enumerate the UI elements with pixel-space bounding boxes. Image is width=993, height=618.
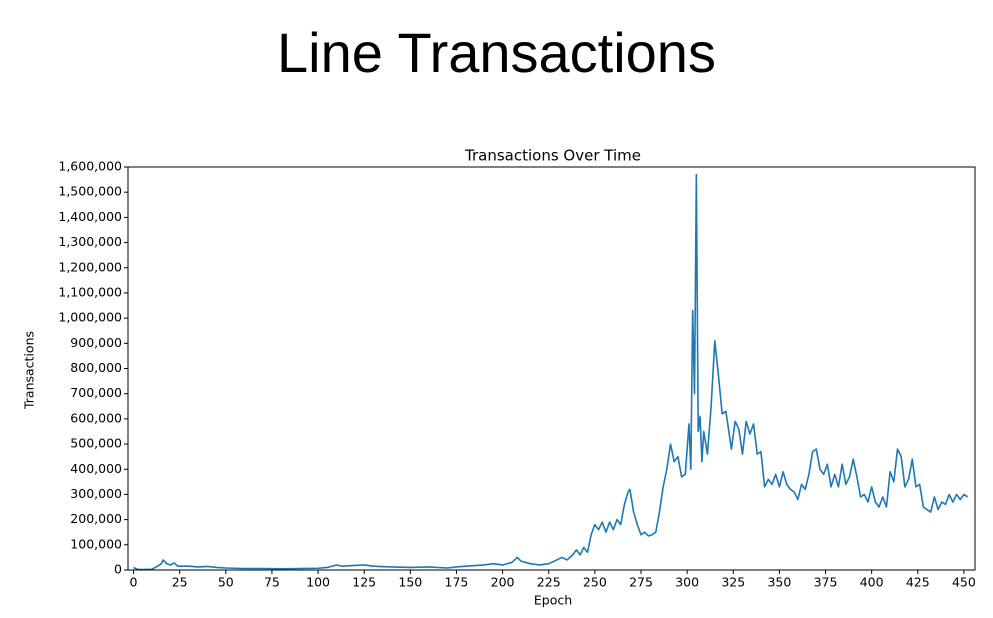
x-tick-label: 450 xyxy=(952,575,976,590)
data-line xyxy=(133,173,969,571)
x-tick-label: 0 xyxy=(130,575,138,590)
x-tick-label: 50 xyxy=(218,575,234,590)
x-tick-label: 75 xyxy=(264,575,280,590)
x-tick-label: 125 xyxy=(352,575,376,590)
x-tick-label: 350 xyxy=(767,575,791,590)
x-tick-label: 200 xyxy=(491,575,515,590)
x-tick-label: 250 xyxy=(583,575,607,590)
y-tick-label: 1,300,000 xyxy=(58,234,122,249)
chart-title: Transactions Over Time xyxy=(464,147,641,165)
x-tick-label: 325 xyxy=(721,575,745,590)
y-tick-label: 500,000 xyxy=(70,436,122,451)
x-tick-label: 300 xyxy=(675,575,699,590)
y-tick-label: 200,000 xyxy=(70,511,122,526)
y-tick-label: 1,100,000 xyxy=(58,284,122,299)
plot-frame xyxy=(127,166,976,571)
x-tick-label: 375 xyxy=(814,575,838,590)
x-tick-label: 25 xyxy=(172,575,188,590)
slide-title: Line Transactions xyxy=(277,21,716,84)
x-tick-label: 425 xyxy=(906,575,930,590)
y-tick-label: 400,000 xyxy=(70,461,122,476)
y-tick-label: 700,000 xyxy=(70,385,122,400)
y-tick-label: 1,200,000 xyxy=(58,259,122,274)
y-tick-label: 900,000 xyxy=(70,335,122,350)
x-tick-label: 225 xyxy=(537,575,561,590)
x-tick-label: 100 xyxy=(306,575,330,590)
y-tick-label: 1,400,000 xyxy=(58,209,122,224)
x-axis-label: Epoch xyxy=(534,593,572,608)
y-axis-label: Transactions xyxy=(22,331,37,410)
y-tick-label: 100,000 xyxy=(70,536,122,551)
y-tick-label: 1,600,000 xyxy=(58,159,122,174)
x-tick-label: 275 xyxy=(629,575,653,590)
x-tick-label: 150 xyxy=(398,575,422,590)
x-tick-label: 175 xyxy=(445,575,469,590)
y-tick-label: 300,000 xyxy=(70,486,122,501)
y-tick-label: 800,000 xyxy=(70,360,122,375)
y-tick-label: 1,000,000 xyxy=(58,310,122,325)
x-tick-label: 400 xyxy=(860,575,884,590)
y-tick-label: 0 xyxy=(114,562,122,577)
y-tick-label: 1,500,000 xyxy=(58,184,122,199)
y-tick-label: 600,000 xyxy=(70,410,122,425)
